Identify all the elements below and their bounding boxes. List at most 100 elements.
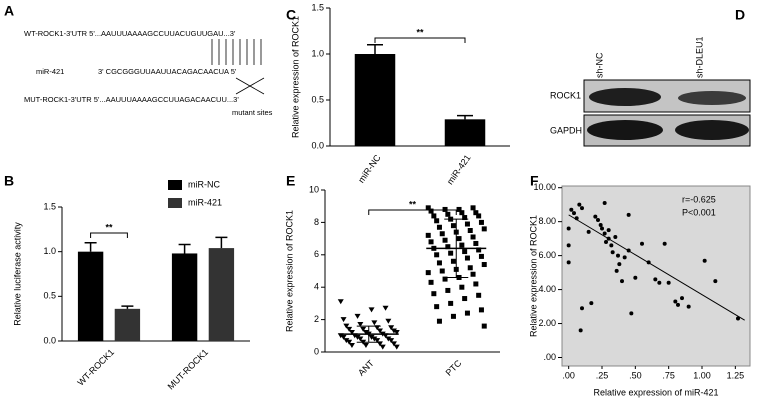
point [478,253,484,259]
band [678,91,746,105]
panel-label: F [530,173,539,189]
point [467,228,473,233]
point [442,237,448,243]
point [445,211,451,217]
x-tick-label: .25 [596,370,609,380]
point [442,276,448,282]
point [622,255,627,260]
significance-label: ** [409,199,417,209]
error-bar [178,243,191,254]
point [374,338,381,344]
point [382,305,389,311]
point [434,304,440,310]
point [633,275,638,280]
point [346,339,353,345]
point [337,299,344,305]
point [450,223,456,229]
point [436,224,442,230]
point [362,343,369,349]
point [360,326,367,332]
point [343,338,350,344]
point [478,219,484,225]
point [376,328,383,334]
point [673,299,678,304]
point [459,242,465,248]
point [589,301,594,306]
point [662,241,667,246]
point [470,271,476,277]
y-tick-label: 1.0 [43,246,56,256]
point [640,241,644,246]
point [385,336,392,342]
x-tick-label: miR-NC [356,152,383,184]
point [385,318,392,324]
point [379,344,386,350]
y-tick-label: 1.5 [43,201,56,211]
mir-name: miR-421 [36,67,64,76]
point [431,291,437,297]
point [439,268,445,274]
point [470,234,476,240]
point [481,226,487,232]
x-tick-label: ANT [356,358,376,378]
y-tick-label: 10.00 [533,182,556,192]
point [442,206,448,212]
point [481,323,487,329]
point [425,232,431,238]
point [566,226,571,231]
error-bar [215,236,228,249]
point [467,265,473,271]
annotation: P<0.001 [682,207,716,217]
error-bar [444,218,469,278]
error-bar [84,241,97,252]
x-tick-label: .00 [562,370,575,380]
point [348,330,355,336]
point [657,280,662,285]
y-axis-label: Relative expression of ROCK1 [528,215,538,337]
bar [77,251,104,341]
significance-bracket [368,209,457,215]
point [609,243,614,248]
y-tick-label: 0.5 [311,94,324,104]
y-tick-label: .00 [543,352,556,362]
point [436,260,442,266]
point [428,279,434,285]
point [434,252,440,258]
bar [171,253,198,341]
y-tick-label: 0.0 [311,140,324,150]
plot-background [561,185,751,367]
legend-label: miR-421 [188,197,222,207]
band [589,88,661,106]
point [629,311,634,316]
pairing-lines [211,39,265,95]
point [620,279,624,284]
y-tick-label: 2 [314,314,319,324]
point [459,210,465,216]
y-axis-label: Relative luciferase activity [12,222,22,326]
point [357,321,364,327]
point [340,317,347,323]
point [604,240,608,245]
bar [444,119,486,146]
x-tick-label: 1.25 [727,370,745,380]
significance-bracket [90,232,128,238]
x-tick-label: .50 [629,370,642,380]
x-tick-label: PTC [444,358,464,378]
point [362,330,369,336]
error-bar [457,114,473,120]
mir-sequence: 3' CGCGGGUUAAUUACAGACAACUA 5' [98,67,237,76]
point [569,207,574,212]
point [473,281,479,287]
point [388,325,395,331]
point [481,262,487,268]
significance-label: ** [105,222,113,232]
x-axis-label: Relative expression of miR-421 [593,387,718,397]
point [340,334,347,340]
point [586,229,591,234]
point [456,236,462,242]
y-tick-label: 4.00 [538,284,556,294]
point [462,249,468,255]
legend-swatch [168,198,182,208]
bar [114,308,141,341]
